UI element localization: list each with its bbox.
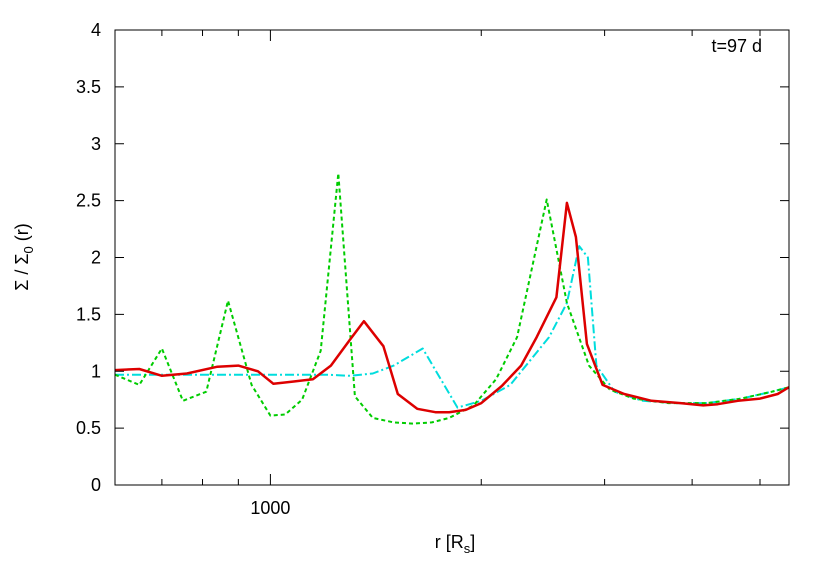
x-axis-label: r [Rs]: [435, 532, 476, 556]
y-axis-label: Σ / Σ0 (r): [12, 223, 36, 290]
y-axis-ticks: 0 0.5 1 1.5 2 2.5 3 3.5 4: [76, 20, 789, 495]
x-tick-label: 1000: [250, 498, 290, 518]
y-tick-label: 0: [91, 475, 101, 495]
series-line-1: [115, 245, 790, 409]
series-line-3: [114, 201, 790, 414]
y-tick-label: 2: [91, 248, 101, 268]
y-tick-label: 1: [91, 361, 101, 381]
series-line-2: [114, 172, 790, 425]
y-tick-label: 1.5: [76, 304, 101, 324]
series-layer: [114, 172, 790, 425]
annotation-time: t=97 d: [711, 36, 762, 56]
y-tick-label: 4: [91, 20, 101, 40]
x-axis-ticks: 1000: [161, 30, 761, 518]
y-tick-label: 2.5: [76, 191, 101, 211]
y-tick-label: 3.5: [76, 77, 101, 97]
y-tick-label: 3: [91, 134, 101, 154]
y-tick-label: 0.5: [76, 418, 101, 438]
